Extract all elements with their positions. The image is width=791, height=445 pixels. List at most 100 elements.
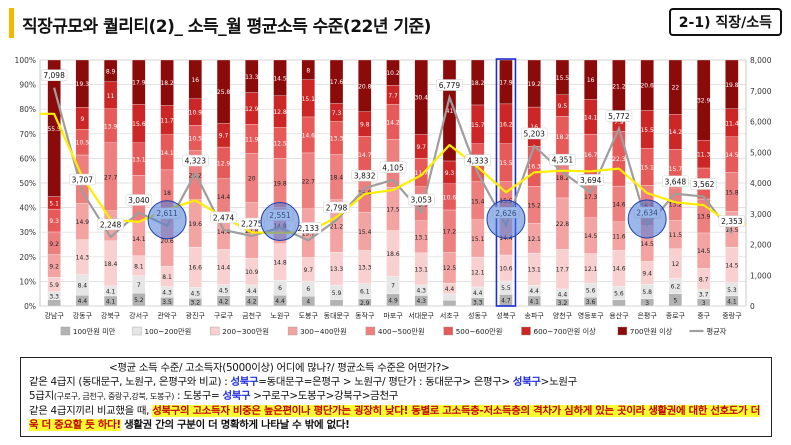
- bar-value-label: 3.6: [586, 299, 596, 306]
- bar-value-label: 9.2: [49, 241, 59, 248]
- average-value-label: 3,707: [72, 176, 94, 185]
- bar-value-label: 5.9: [49, 282, 59, 289]
- bar-value-label: 14.4: [217, 265, 231, 272]
- bar-value-label: 15.4: [358, 229, 372, 236]
- bar-value-label: 4.4: [445, 286, 455, 293]
- x-tick-label: 서대문구: [408, 311, 434, 320]
- bar-value-label: 5.1: [49, 200, 59, 207]
- bar-value-label: 17.9: [499, 79, 513, 86]
- bar-value-label: 4.4: [78, 298, 88, 305]
- section-badge: 2-1) 직장/소득: [668, 8, 782, 36]
- bar-value-label: 12.5: [273, 140, 287, 147]
- bar-value-label: 17.9: [132, 80, 146, 87]
- x-tick-label: 종로구: [666, 312, 686, 320]
- bar-value-label: 16.2: [499, 121, 513, 128]
- bar-value-label: 22.3: [612, 156, 626, 163]
- bar-value-label: 4.4: [558, 291, 568, 298]
- bar-value-label: 3.2: [558, 300, 568, 307]
- legend-label: 700만원 이상: [630, 327, 673, 336]
- bar-value-label: 14.2: [386, 119, 400, 126]
- bar-value-label: 3: [645, 300, 649, 307]
- y-left-tick-label: 70%: [19, 130, 36, 139]
- bar-value-label: 17.3: [584, 194, 598, 201]
- notes-l3e: >구로구>도봉구>강북구>금천구: [250, 390, 398, 402]
- bar-value-label: 15.7: [471, 122, 485, 129]
- average-label-box: [323, 201, 350, 214]
- notes-l3c: : 도봉구=: [174, 390, 223, 402]
- bar-value-label: 4.4: [529, 288, 539, 295]
- bar-segment: [329, 59, 344, 104]
- bar-value-label: 9.7: [219, 133, 229, 140]
- bar-value-label: 3.3: [49, 293, 59, 300]
- average-value-label: 5,772: [608, 112, 630, 121]
- bar-value-label: 7: [391, 283, 395, 290]
- bar-value-label: 20.6: [160, 238, 174, 245]
- bar-value-label: 10.6: [443, 194, 457, 201]
- bar-value-label: 14.5: [640, 241, 654, 248]
- notes-l4c: 생활권 간의 구분이 더 명확하게 나타날 수 밖에 없다!: [120, 419, 350, 431]
- bar-value-label: 13.9: [104, 123, 118, 130]
- bar-segment: [245, 59, 259, 93]
- x-tick-label: 용산구: [609, 311, 629, 320]
- legend-label: 200~300만원: [222, 327, 269, 336]
- bar-value-label: 7.3: [332, 110, 342, 117]
- bar-value-label: 9: [80, 116, 84, 123]
- bar-value-label: 4.3: [162, 289, 172, 296]
- bar-value-label: 5.8: [642, 289, 652, 296]
- bar-segment: [414, 59, 428, 135]
- highlight-circle: [486, 199, 526, 239]
- bar-value-label: 18: [163, 190, 171, 197]
- bar-value-label: 14.8: [273, 260, 287, 267]
- bar-value-label: 22: [672, 85, 680, 92]
- bar-segment: [75, 59, 90, 108]
- bar-value-label: 12.1: [471, 270, 485, 277]
- bar-value-label: 17.7: [556, 267, 570, 274]
- bar-value-label: 3: [702, 300, 706, 307]
- bar-value-label: 19.7: [302, 231, 316, 238]
- bar-value-label: 19.6: [189, 221, 203, 228]
- bar-value-label: 14.7: [358, 152, 372, 159]
- highlight-circle: [627, 199, 667, 239]
- highlight-circle: [260, 202, 300, 242]
- legend-swatch: [132, 326, 142, 336]
- bar-value-label: 8: [306, 67, 310, 74]
- bar-value-label: 12.1: [584, 266, 598, 273]
- bar-value-label: 4.4: [473, 290, 483, 297]
- average-value-label: 3,040: [128, 196, 150, 205]
- y-right-tick-label: 2,000: [750, 241, 772, 250]
- bar-value-label: 20.8: [358, 83, 372, 90]
- x-tick-label: 중랑구: [722, 312, 742, 320]
- notes-line-3: 5급지(구로구, 금천구, 중랑구,강북, 도봉구) : 도봉구= 성북구 >구…: [29, 389, 763, 404]
- bar-value-label: 14.5: [725, 152, 739, 159]
- bar-value-label: 19.8: [273, 180, 287, 187]
- bar-value-label: 14.2: [669, 129, 683, 136]
- bar-value-label: 4.3: [416, 288, 426, 295]
- bar-value-label: 4.5: [219, 288, 229, 295]
- bar-value-label: 7: [137, 282, 141, 289]
- bar-value-label: 5: [673, 297, 677, 304]
- bar-value-label: 5.5: [501, 285, 511, 292]
- bar-value-label: 9.8: [360, 121, 370, 128]
- bar-value-label: 15.6: [132, 121, 146, 128]
- bar-value-label: 41: [446, 108, 454, 115]
- bar-value-label: 14.9: [76, 219, 90, 226]
- notes-box: <평균 소득 수준/ 고소득자(5000이상) 어디에 많나?/ 평균소득 수준…: [20, 357, 772, 437]
- bar-value-label: 4.5: [191, 290, 201, 297]
- bar-value-label: 11.7: [160, 118, 174, 125]
- bar-value-label: 32.9: [697, 98, 711, 105]
- bar-value-label: 11.4: [725, 120, 739, 127]
- bar-value-label: 5.6: [586, 288, 596, 295]
- bar-value-label: 15.7: [669, 166, 683, 173]
- average-label-box: [464, 154, 491, 167]
- bar-value-label: 17.2: [443, 229, 457, 236]
- bar-value-label: 11.9: [245, 136, 259, 143]
- bar-segment: [47, 299, 61, 307]
- bar-value-label: 14.3: [76, 255, 90, 262]
- bar-value-label: 15.5: [640, 127, 654, 134]
- bar-segment: [358, 59, 372, 112]
- bar-value-label: 12.1: [528, 236, 542, 243]
- average-label-box: [407, 193, 435, 206]
- average-label-box: [210, 211, 237, 224]
- average-value-label: 4,333: [467, 156, 489, 165]
- bar-value-label: 15.2: [528, 202, 542, 209]
